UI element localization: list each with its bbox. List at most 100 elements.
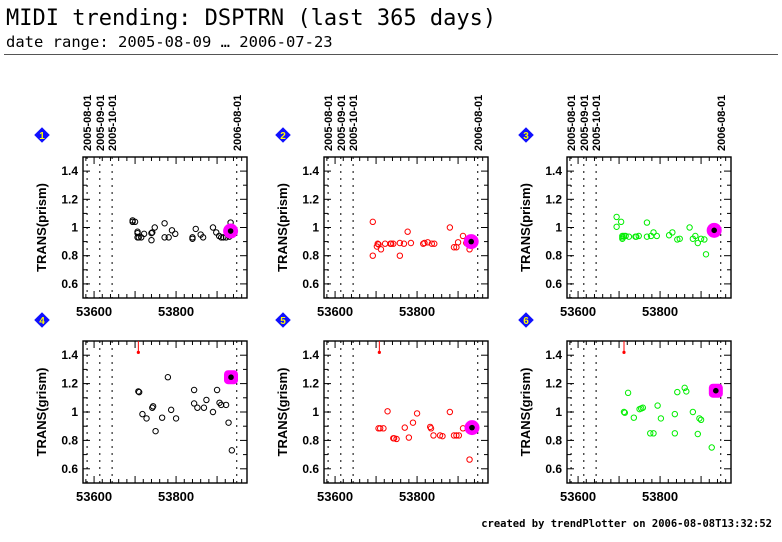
y-tick-label: 0.6 [61, 277, 78, 291]
plot-panel-2: 2005-08-01 2005-09-01 2005-10-01 2006-08-01… [275, 95, 489, 319]
data-point [135, 388, 142, 395]
data-point [453, 432, 460, 439]
data-point [149, 229, 156, 236]
data-point [647, 430, 654, 437]
y-tick-label: 1 [312, 405, 319, 419]
data-point [613, 213, 620, 221]
panel-badge-number: 3 [523, 131, 529, 142]
data-point [624, 389, 632, 397]
plot-panel-3: 2005-08-01 2005-09-01 2005-10-01 2006-08-01… [518, 95, 732, 319]
y-tick-label: 0.8 [302, 249, 319, 263]
data-point [129, 218, 136, 226]
x-tick-label: 53800 [399, 304, 435, 319]
data-point [650, 229, 657, 236]
data-point [148, 236, 155, 244]
data-point [454, 239, 462, 246]
data-point [681, 384, 688, 392]
data-point [654, 402, 661, 409]
date-marker-label: 2005-09-01 [336, 95, 348, 151]
panel-badge-diamond [275, 127, 291, 143]
data-point [702, 251, 710, 258]
y-tick-label: 1.2 [61, 192, 78, 206]
plot-frame [82, 340, 248, 484]
data-point [390, 240, 397, 247]
y-tick-label: 1.2 [302, 377, 319, 391]
y-axis-label: TRANS(prism) [275, 183, 290, 272]
data-point [213, 229, 220, 236]
data-point [696, 415, 703, 422]
y-tick-label: 1 [555, 221, 562, 235]
y-tick-label: 0.8 [61, 249, 78, 263]
latest-point [469, 424, 475, 431]
y-tick-label: 1 [312, 221, 319, 235]
x-tick-label: 53800 [642, 304, 678, 319]
y-axis-label: TRANS(grism) [275, 368, 290, 457]
data-point [172, 415, 180, 422]
date-marker-label: 2005-08-01 [566, 95, 578, 151]
data-point [708, 444, 715, 451]
y-tick-label: 1.2 [61, 377, 78, 391]
footer-credit: created by trendPlotter on 2006-08-08T13… [481, 518, 772, 530]
data-point [228, 447, 236, 454]
data-point [694, 430, 701, 438]
latest-point [227, 228, 234, 234]
x-tick-label: 53600 [317, 489, 353, 504]
y-axis-label: TRANS(prism) [518, 183, 533, 272]
data-point [209, 408, 217, 416]
data-point [401, 424, 408, 431]
data-point [151, 224, 158, 231]
data-point [396, 252, 404, 259]
data-point [657, 415, 665, 422]
y-tick-label: 0.6 [302, 277, 319, 291]
data-point [613, 223, 620, 230]
plot-frame [323, 340, 489, 484]
data-point [375, 241, 382, 248]
data-point [139, 410, 146, 418]
data-point [413, 410, 421, 417]
data-point [161, 220, 168, 227]
y-tick-label: 1.4 [545, 348, 562, 362]
data-point [431, 240, 438, 247]
x-tick-label: 53600 [560, 304, 596, 319]
data-point [377, 246, 385, 253]
data-point [209, 224, 217, 231]
panel-badge-number: 6 [523, 316, 529, 327]
date-marker-label: 2006-08-01 [473, 95, 485, 151]
date-marker-label: 2006-08-01 [716, 95, 728, 151]
data-point [674, 388, 681, 396]
data-point [400, 240, 408, 247]
outlier-indicator-point [377, 350, 381, 354]
data-point [622, 232, 629, 240]
data-point [689, 408, 697, 416]
y-axis-label: TRANS(prism) [34, 183, 49, 272]
data-point [692, 232, 699, 240]
date-marker-label: 2006-08-01 [232, 95, 244, 151]
plot-frame [82, 156, 248, 299]
y-tick-label: 1.2 [302, 192, 319, 206]
data-point [697, 416, 705, 424]
page-title: MIDI trending: DSPTRN (last 365 days) [6, 6, 497, 31]
panel-badge-number: 4 [39, 316, 45, 327]
plot-frame [566, 340, 732, 484]
data-point [381, 240, 389, 247]
data-point [374, 240, 381, 247]
plot-panel-5: 53600 53800 0.6 0.8 1 1.2 1.4 TRANS(grism) 5 [275, 312, 489, 504]
data-point [630, 414, 638, 421]
data-point [466, 456, 473, 463]
data-point [427, 425, 435, 432]
data-point [200, 404, 208, 411]
data-point [669, 229, 676, 236]
data-point [168, 227, 176, 234]
y-tick-label: 1.2 [545, 377, 562, 391]
data-point [439, 432, 446, 440]
data-point [192, 225, 199, 233]
data-point [167, 406, 175, 414]
x-tick-label: 53600 [76, 304, 112, 319]
data-point [450, 244, 458, 251]
latest-point [711, 227, 717, 234]
y-tick-label: 0.6 [545, 462, 562, 476]
y-tick-label: 1.4 [545, 164, 562, 178]
data-point [388, 240, 395, 247]
plot-panel-6: 53600 53800 0.6 0.8 1 1.2 1.4 TRANS(grism) 6 [518, 312, 732, 504]
